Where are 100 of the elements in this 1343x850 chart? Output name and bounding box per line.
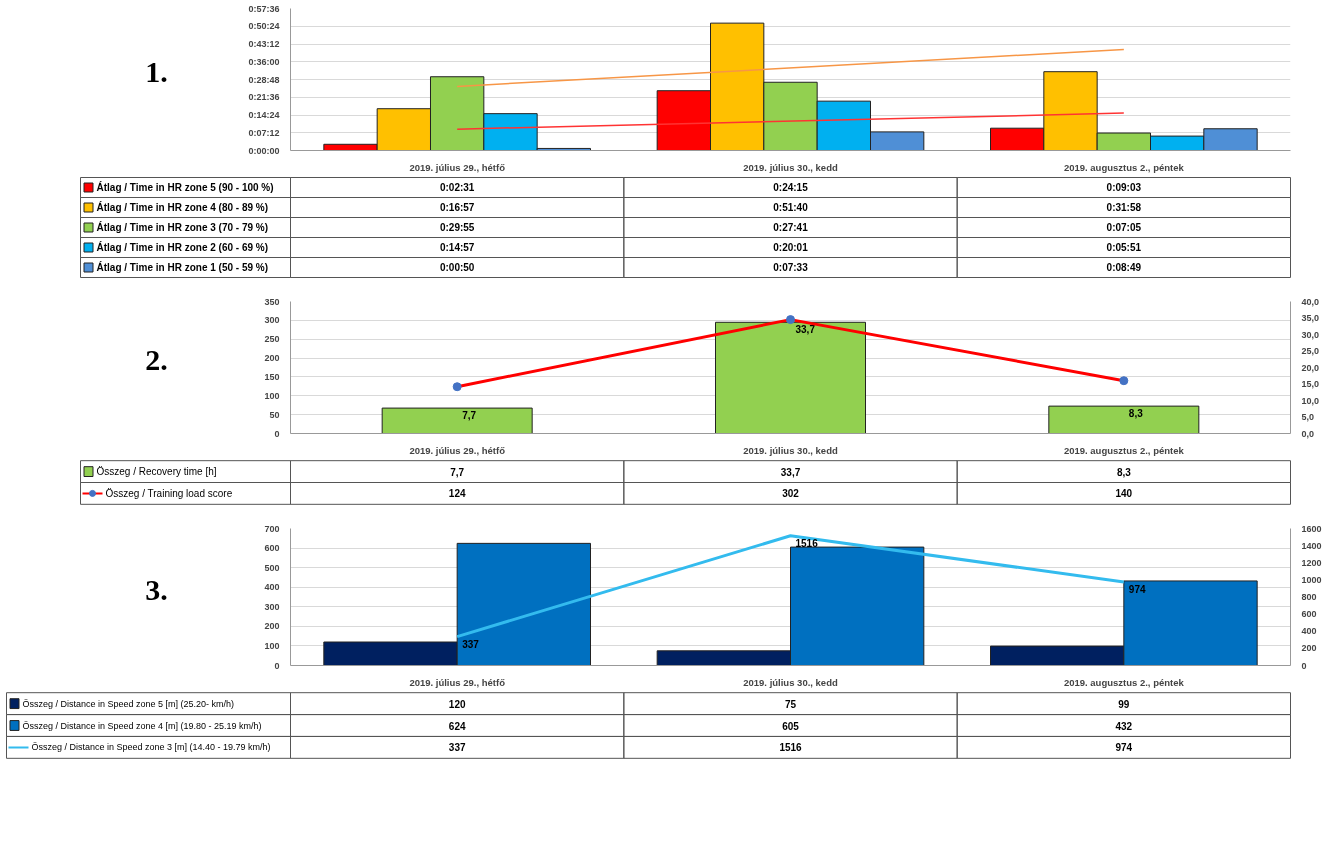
y2-tick-label: 200 <box>1301 643 1317 654</box>
data-label: 0:02:31 <box>439 182 475 193</box>
legend-label: Átlag / Time in HR zone 1 (50 - 59 %) <box>96 261 269 273</box>
y2-tick-label: 400 <box>1301 626 1317 637</box>
data-label: 0:29:55 <box>439 222 475 233</box>
data-label: 124 <box>448 488 466 500</box>
x-tick-label: 2019. július 30., kedd <box>743 444 838 456</box>
data-label: 605 <box>782 720 800 732</box>
y2-tick-label: 0 <box>1301 660 1307 671</box>
text: 1. <box>145 54 168 88</box>
bar <box>1048 405 1200 434</box>
y-tick-label: 0:14:24 <box>248 110 280 120</box>
text: 2. <box>145 343 168 377</box>
y2-tick-label: 1400 <box>1301 540 1322 551</box>
y2-tick-label: 40,0 <box>1301 296 1320 307</box>
y2-tick-label: 10,0 <box>1301 395 1320 406</box>
y2-tick-label: 20,0 <box>1301 362 1320 373</box>
y-tick-label: 100 <box>264 640 280 651</box>
legend-label: Átlag / Time in HR zone 3 (70 - 79 %) <box>96 221 269 233</box>
y-tick-label: 50 <box>269 409 280 420</box>
point <box>452 382 462 392</box>
y-tick-label: 300 <box>264 601 280 612</box>
data-label: 75 <box>784 698 797 710</box>
x-tick-label: 2019. július 30., kedd <box>743 676 838 688</box>
y-tick-label: 400 <box>264 582 280 593</box>
data-label: 120 <box>448 698 466 710</box>
y-tick-label: 0:43:12 <box>248 39 280 49</box>
x-tick-label: 2019. július 29., hétfő <box>409 676 506 688</box>
text: 33,7 <box>795 324 815 336</box>
legend-label: Összeg / Distance in Speed zone 4 [m] (19.80 - 25.19 km/h) <box>22 720 262 731</box>
point <box>1119 376 1129 386</box>
data-label: 302 <box>782 488 800 500</box>
legend-label: Átlag / Time in HR zone 4 (80 - 89 %) <box>96 201 269 213</box>
legend-label: Összeg / Recovery time [h] <box>96 466 217 478</box>
data-label: 0:07:05 <box>1106 222 1142 233</box>
data-label: 974 <box>1115 742 1133 754</box>
legend-label: Összeg / Distance in Speed zone 5 [m] (25.20- km/h) <box>22 698 235 709</box>
data-label: 0:27:41 <box>773 222 809 233</box>
y-tick-label: 700 <box>264 523 280 534</box>
x-tick-label: 2019. augusztus 2., péntek <box>1063 444 1185 456</box>
y-tick-label: 0:57:36 <box>248 3 280 14</box>
data-label: 0:24:15 <box>773 182 809 193</box>
data-label: 0:07:33 <box>773 262 809 273</box>
x-tick-label: 2019. július 29., hétfő <box>409 161 506 173</box>
y2-tick-label: 35,0 <box>1301 313 1320 323</box>
x-tick-label: 2019. augusztus 2., péntek <box>1063 676 1185 688</box>
bar <box>715 321 866 434</box>
data-label: 337 <box>448 742 466 754</box>
text: 7,7 <box>462 410 477 422</box>
data-label: 7,7 <box>450 466 465 478</box>
y-tick-label: 200 <box>264 353 280 364</box>
text: 974 <box>1128 584 1146 596</box>
y-tick-label: 150 <box>264 371 280 382</box>
text: 8,3 <box>1128 408 1143 420</box>
data-label: 0:31:58 <box>1106 202 1142 213</box>
y-tick-label: 100 <box>264 390 280 401</box>
bar <box>381 407 533 434</box>
y-tick-label: 0:21:36 <box>248 92 280 103</box>
data-label: 0:00:50 <box>439 262 475 273</box>
data-label: 0:05:51 <box>1106 242 1142 253</box>
y-tick-label: 0:28:48 <box>248 74 280 85</box>
data-label: 140 <box>1115 488 1133 500</box>
data-label: 0:14:57 <box>439 242 475 253</box>
y-tick-label: 0:36:00 <box>248 56 280 67</box>
y-tick-label: 350 <box>264 296 280 307</box>
data-label: 1516 <box>779 742 803 754</box>
data-label: 432 <box>1115 720 1133 732</box>
legend-label: Összeg / Distance in Speed zone 3 [m] (14.40 - 19.79 km/h) <box>31 742 271 753</box>
y-tick-label: 0 <box>274 660 280 671</box>
legend-label: Összeg / Training load score <box>105 487 233 499</box>
y2-tick-label: 0,0 <box>1301 428 1315 439</box>
data-label: 99 <box>1118 698 1130 710</box>
y2-tick-label: 1200 <box>1301 557 1322 568</box>
y2-tick-label: 25,0 <box>1301 346 1320 356</box>
y-tick-label: 0:00:00 <box>248 145 280 156</box>
y-tick-label: 600 <box>264 543 280 554</box>
y-tick-label: 300 <box>264 315 280 326</box>
y2-tick-label: 1000 <box>1301 574 1322 585</box>
legend-label: Átlag / Time in HR zone 5 (90 - 100 %) <box>96 181 274 193</box>
y2-tick-label: 15,0 <box>1301 379 1320 389</box>
data-label: 0:08:49 <box>1106 262 1142 273</box>
data-label: 33,7 <box>780 466 801 478</box>
data-label: 8,3 <box>1116 466 1132 478</box>
text: 1516 <box>795 537 818 549</box>
y2-tick-label: 600 <box>1301 609 1317 620</box>
y-tick-label: 0:07:12 <box>248 127 280 138</box>
data-label: 0:51:40 <box>773 202 809 213</box>
data-label: 0:16:57 <box>439 202 475 213</box>
x-tick-label: 2019. július 29., hétfő <box>409 444 506 456</box>
data-label: 624 <box>448 720 466 732</box>
y-tick-label: 0 <box>274 428 280 439</box>
y2-tick-label: 30,0 <box>1301 329 1320 340</box>
y-tick-label: 200 <box>264 621 280 632</box>
y2-tick-label: 1600 <box>1301 523 1322 534</box>
data-label: 0:09:03 <box>1106 182 1142 193</box>
y-tick-label: 0:50:24 <box>248 21 280 32</box>
y-tick-label: 500 <box>264 562 280 573</box>
y2-tick-label: 5,0 <box>1301 412 1315 422</box>
x-tick-label: 2019. július 30., kedd <box>743 161 838 173</box>
x-tick-label: 2019. augusztus 2., péntek <box>1063 161 1185 173</box>
